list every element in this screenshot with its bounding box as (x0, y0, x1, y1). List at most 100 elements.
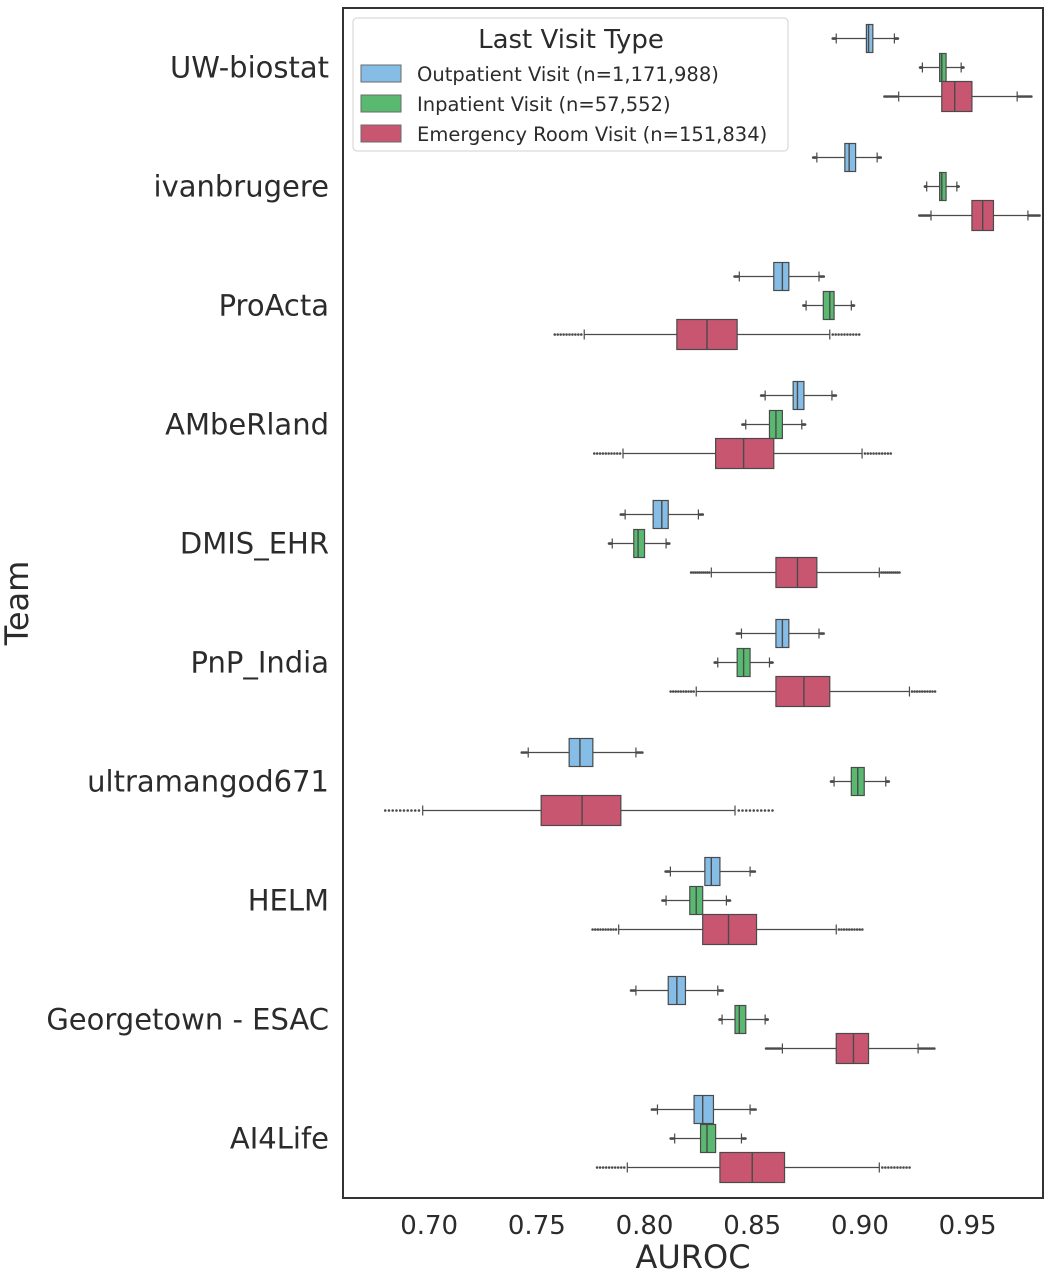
outlier-point (845, 928, 848, 931)
box-0-2 (883, 80, 1033, 113)
outlier-point (595, 1166, 599, 1169)
outlier-point (595, 452, 599, 455)
iqr-box (941, 80, 973, 113)
box-8-0 (629, 975, 724, 1006)
outlier-point (877, 452, 881, 455)
outlier-point (803, 423, 807, 426)
outlier-point (834, 394, 838, 397)
outlier-point (410, 809, 413, 812)
outlier-point (866, 452, 870, 455)
outlier-point (669, 690, 672, 693)
outlier-point (899, 1166, 902, 1169)
outlier-point (855, 928, 859, 931)
outlier-point (610, 1166, 614, 1169)
outlier-point (598, 452, 602, 455)
outlier-point (890, 1166, 893, 1169)
outlier-point (650, 1108, 654, 1111)
iqr-box (540, 794, 622, 827)
outlier-point (893, 1166, 896, 1169)
box-6-2 (383, 794, 774, 827)
outlier-point (599, 928, 602, 931)
outlier-point (898, 571, 901, 574)
outlier-point (846, 333, 849, 336)
box-3-1 (741, 409, 807, 440)
legend-label: Outpatient Visit (n=1,171,988) (417, 63, 719, 86)
box-2-1 (802, 290, 856, 321)
outlier-point (882, 571, 885, 574)
box-7-2 (591, 913, 864, 946)
outlier-point (574, 333, 577, 336)
box-6-0 (520, 737, 644, 768)
outlier-point (684, 690, 688, 693)
legend-label: Emergency Room Visit (n=151,834) (417, 123, 767, 146)
legend-items: Outpatient Visit (n=1,171,988) Inpatient … (360, 63, 767, 146)
outlier-point (763, 809, 767, 812)
outlier-point (875, 452, 878, 455)
outlier-point (614, 928, 618, 931)
iqr-box (822, 290, 835, 321)
outlier-point (601, 452, 605, 455)
outlier-point (609, 928, 613, 931)
outlier-point (918, 214, 921, 217)
outlier-point (771, 809, 774, 812)
outlier-point (890, 571, 893, 574)
outlier-point (391, 809, 395, 812)
iqr-box (693, 1094, 715, 1125)
outlier-point (615, 452, 619, 455)
outlier-point (837, 333, 840, 336)
outlier-point (737, 809, 741, 812)
outlier-point (622, 1166, 626, 1169)
outlier-point (920, 690, 924, 693)
outlier-point (701, 513, 705, 516)
outlier-point (869, 452, 872, 455)
outlier-point (679, 690, 683, 693)
x-tick-label: 0.70 (400, 1211, 458, 1241)
outlier-point (857, 333, 861, 336)
iqr-box (633, 528, 646, 559)
outlier-point (607, 452, 610, 455)
outlier-point (918, 66, 922, 69)
box-3-2 (593, 437, 893, 470)
outlier-point (402, 809, 406, 812)
outlier-point (604, 928, 607, 931)
outlier-point (721, 989, 724, 992)
outlier-point (669, 1137, 672, 1140)
box-7-0 (664, 856, 757, 887)
box-9-2 (595, 1151, 911, 1184)
outlier-point (748, 809, 752, 812)
outlier-point (892, 571, 895, 574)
outlier-point (771, 661, 774, 664)
outlier-point (699, 571, 703, 574)
outlier-point (604, 1166, 608, 1169)
outlier-point (840, 333, 843, 336)
outlier-point (863, 452, 867, 455)
iqr-box (704, 856, 721, 887)
legend-title: Last Visit Type (478, 25, 664, 55)
boxes-layer (383, 23, 1041, 1184)
box-5-2 (669, 675, 937, 708)
outlier-point (695, 571, 699, 574)
box-1-0 (811, 142, 883, 173)
outlier-point (398, 809, 402, 812)
outlier-point (931, 690, 934, 693)
outlier-point (616, 1166, 620, 1169)
outlier-point (668, 542, 671, 545)
outlier-point (383, 809, 387, 812)
outlier-point (752, 809, 756, 812)
box-9-0 (650, 1094, 757, 1125)
iqr-box (734, 1004, 747, 1035)
outlier-point (687, 690, 690, 693)
outlier-point (811, 156, 815, 159)
outlier-point (829, 780, 833, 783)
outlier-point (905, 1166, 908, 1169)
outlier-point (553, 333, 557, 336)
outlier-point (601, 928, 605, 931)
outlier-point (741, 809, 744, 812)
y-category-label: HELM (248, 884, 329, 918)
iqr-box (939, 171, 947, 202)
box-1-1 (923, 171, 960, 202)
outlier-point (579, 333, 583, 336)
outlier-point (610, 452, 613, 455)
y-category-label: UW-biostat (170, 51, 329, 85)
outlier-point (697, 571, 701, 574)
